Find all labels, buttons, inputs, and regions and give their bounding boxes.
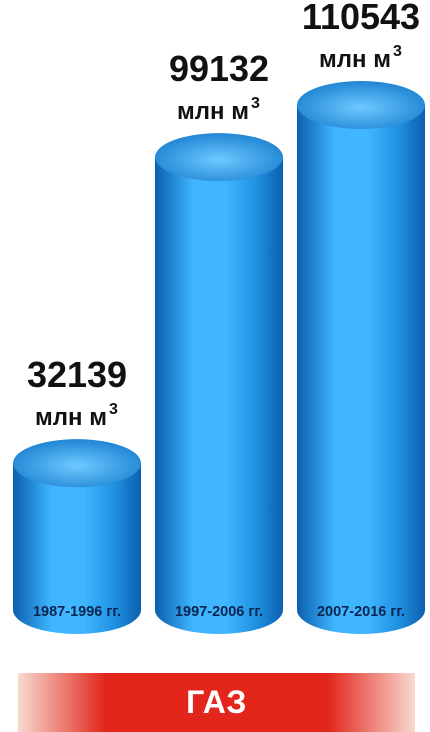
- cylinder-body: [13, 463, 141, 634]
- unit-superscript: 3: [393, 43, 402, 60]
- gas-banner: ГАЗ: [18, 673, 415, 732]
- value-label: 110543: [302, 0, 420, 37]
- value-label: 32139: [27, 354, 127, 395]
- cylinder-body: [155, 157, 283, 635]
- cylinder-top: [13, 439, 141, 488]
- unit-label: млн м: [177, 98, 249, 125]
- banner-label: ГАЗ: [186, 684, 247, 720]
- cylinder-top: [155, 133, 283, 182]
- cylinder-body: [297, 105, 425, 634]
- cylinder-top: [297, 81, 425, 129]
- category-label: 1997-2006 гг.: [175, 604, 263, 620]
- unit-label: млн м: [319, 46, 391, 73]
- unit-superscript: 3: [109, 401, 118, 418]
- banner-background: [18, 673, 415, 732]
- category-label: 1987-1996 гг.: [33, 604, 121, 620]
- unit-superscript: 3: [251, 95, 260, 112]
- unit-label: млн м: [35, 404, 107, 431]
- value-label: 99132: [169, 48, 269, 89]
- category-label: 2007-2016 гг.: [317, 604, 405, 620]
